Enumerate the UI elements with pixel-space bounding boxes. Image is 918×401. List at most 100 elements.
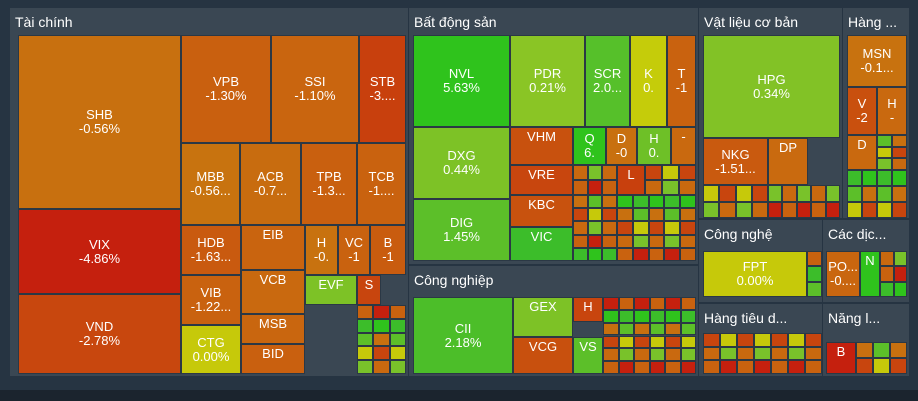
small-stock-tile[interactable] — [664, 208, 681, 222]
small-stock-tile[interactable] — [357, 360, 374, 374]
small-stock-tile[interactable] — [634, 348, 650, 362]
small-stock-tile[interactable] — [893, 251, 907, 267]
small-stock-tile[interactable] — [680, 361, 696, 374]
small-stock-tile[interactable] — [665, 322, 681, 336]
small-stock-tile[interactable] — [719, 185, 736, 202]
stock-tile[interactable]: VND -2.78% — [18, 294, 181, 374]
small-stock-tile[interactable] — [751, 201, 768, 218]
small-stock-tile[interactable] — [847, 170, 862, 186]
stock-tile[interactable]: H- — [877, 87, 907, 135]
stock-tile[interactable]: HPG 0.34% — [703, 35, 840, 138]
stock-tile[interactable]: MBB -0.56... — [181, 143, 240, 225]
small-stock-tile[interactable] — [680, 247, 696, 261]
small-stock-tile[interactable] — [664, 221, 681, 235]
small-stock-tile[interactable] — [877, 146, 892, 159]
stock-tile[interactable]: VCB — [241, 270, 305, 314]
stock-tile[interactable]: VCG — [513, 337, 573, 374]
small-stock-tile[interactable] — [771, 333, 788, 347]
small-stock-tile[interactable] — [662, 165, 679, 180]
small-stock-tile[interactable] — [573, 165, 588, 180]
stock-tile[interactable]: T -1 — [667, 35, 696, 127]
small-stock-tile[interactable] — [602, 165, 617, 180]
stock-tile[interactable]: DP — [768, 138, 808, 185]
small-stock-tile[interactable] — [587, 221, 603, 235]
small-stock-tile[interactable] — [357, 305, 374, 319]
small-stock-tile[interactable] — [873, 342, 890, 358]
stock-tile[interactable]: TCB -1.... — [357, 143, 406, 225]
small-stock-tile[interactable] — [665, 335, 681, 349]
small-stock-tile[interactable] — [632, 221, 649, 235]
small-stock-tile[interactable] — [665, 297, 681, 310]
stock-tile[interactable]: PDR 0.21% — [510, 35, 585, 127]
small-stock-tile[interactable] — [665, 348, 681, 362]
small-stock-tile[interactable] — [680, 335, 696, 349]
stock-tile[interactable]: VIB -1.22... — [181, 275, 241, 325]
stock-tile[interactable]: FPT 0.00% — [703, 251, 807, 297]
small-stock-tile[interactable] — [645, 165, 662, 180]
stock-tile[interactable]: EVF — [305, 275, 357, 305]
small-stock-tile[interactable] — [680, 208, 696, 222]
small-stock-tile[interactable] — [618, 297, 634, 310]
small-stock-tile[interactable] — [634, 309, 650, 323]
small-stock-tile[interactable] — [373, 360, 390, 374]
small-stock-tile[interactable] — [877, 158, 892, 170]
stock-tile[interactable]: TPB -1.3... — [301, 143, 357, 225]
small-stock-tile[interactable] — [805, 360, 822, 374]
small-stock-tile[interactable] — [603, 348, 619, 362]
stock-tile[interactable]: - — [671, 127, 696, 165]
small-stock-tile[interactable] — [617, 234, 633, 248]
stock-tile[interactable]: B — [826, 342, 856, 374]
small-stock-tile[interactable] — [573, 234, 588, 248]
small-stock-tile[interactable] — [634, 322, 650, 336]
stock-tile[interactable]: VIC — [510, 227, 573, 261]
small-stock-tile[interactable] — [602, 247, 617, 261]
small-stock-tile[interactable] — [632, 247, 649, 261]
small-stock-tile[interactable] — [389, 360, 406, 374]
stock-tile[interactable]: D -0 — [606, 127, 637, 165]
stock-tile[interactable]: NKG -1.51... — [703, 138, 768, 185]
small-stock-tile[interactable] — [892, 146, 907, 159]
small-stock-tile[interactable] — [373, 346, 390, 361]
stock-tile[interactable]: VRE — [510, 165, 573, 195]
small-stock-tile[interactable] — [587, 195, 603, 209]
small-stock-tile[interactable] — [664, 234, 681, 248]
small-stock-tile[interactable] — [807, 251, 822, 267]
small-stock-tile[interactable] — [373, 305, 390, 319]
stock-tile[interactable]: SCR 2.0... — [585, 35, 630, 127]
small-stock-tile[interactable] — [680, 322, 696, 336]
small-stock-tile[interactable] — [893, 266, 907, 282]
small-stock-tile[interactable] — [573, 180, 588, 195]
small-stock-tile[interactable] — [618, 322, 634, 336]
small-stock-tile[interactable] — [587, 208, 603, 222]
small-stock-tile[interactable] — [587, 165, 603, 180]
small-stock-tile[interactable] — [649, 297, 665, 310]
small-stock-tile[interactable] — [373, 318, 390, 333]
small-stock-tile[interactable] — [602, 221, 617, 235]
small-stock-tile[interactable] — [632, 208, 649, 222]
stock-tile[interactable]: B -1 — [370, 225, 406, 275]
small-stock-tile[interactable] — [648, 195, 665, 209]
stock-tile[interactable]: SSI -1.10% — [271, 35, 359, 143]
stock-tile[interactable]: DXG 0.44% — [413, 127, 510, 199]
small-stock-tile[interactable] — [664, 195, 681, 209]
stock-tile[interactable]: Q 6. — [573, 127, 606, 165]
small-stock-tile[interactable] — [664, 247, 681, 261]
small-stock-tile[interactable] — [703, 201, 720, 218]
small-stock-tile[interactable] — [892, 135, 907, 147]
small-stock-tile[interactable] — [648, 208, 665, 222]
stock-tile[interactable]: D — [847, 135, 877, 170]
small-stock-tile[interactable] — [587, 180, 603, 195]
small-stock-tile[interactable] — [603, 361, 619, 374]
stock-tile[interactable]: GEX — [513, 297, 573, 337]
small-stock-tile[interactable] — [649, 348, 665, 362]
small-stock-tile[interactable] — [720, 360, 737, 374]
small-stock-tile[interactable] — [680, 234, 696, 248]
small-stock-tile[interactable] — [877, 135, 892, 147]
small-stock-tile[interactable] — [618, 361, 634, 374]
small-stock-tile[interactable] — [602, 195, 617, 209]
small-stock-tile[interactable] — [665, 309, 681, 323]
small-stock-tile[interactable] — [890, 342, 907, 358]
stock-tile[interactable]: DIG 1.45% — [413, 199, 510, 261]
small-stock-tile[interactable] — [811, 201, 826, 218]
small-stock-tile[interactable] — [805, 346, 822, 361]
